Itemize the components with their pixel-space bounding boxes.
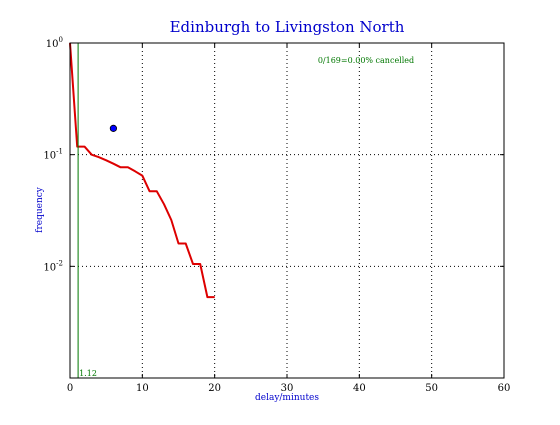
y-tick-base: 10 bbox=[46, 39, 59, 50]
mean-delay-label: 1.12 bbox=[79, 369, 97, 378]
x-tick-label: 20 bbox=[208, 383, 221, 394]
x-tick-label: 10 bbox=[136, 383, 149, 394]
y-axis-label: frequency bbox=[35, 186, 45, 233]
y-tick-exponent: 0 bbox=[59, 36, 63, 44]
data-layer: 1.12 bbox=[69, 42, 215, 378]
x-tick-label: 0 bbox=[67, 383, 73, 394]
x-tick-label: 30 bbox=[281, 383, 294, 394]
cancelled-annotation: 0/169=0.00% cancelled bbox=[318, 56, 414, 65]
x-tick-label: 60 bbox=[498, 383, 511, 394]
chart-title: Edinburgh to Livingston North bbox=[170, 18, 405, 36]
y-tick-label: 100 bbox=[46, 36, 63, 50]
y-tick-base: 10 bbox=[43, 262, 56, 273]
grid-layer bbox=[70, 43, 504, 378]
delay-frequency-line bbox=[69, 42, 215, 299]
y-tick-label: 10-2 bbox=[43, 259, 63, 273]
y-tick-exponent: -2 bbox=[56, 259, 63, 267]
y-tick-label: 10-1 bbox=[43, 148, 63, 162]
x-tick-label: 50 bbox=[425, 383, 438, 394]
x-tick-label: 40 bbox=[353, 383, 366, 394]
x-axis-label: delay/minutes bbox=[255, 393, 319, 403]
y-tick-base: 10 bbox=[43, 151, 56, 162]
y-tick-exponent: -1 bbox=[56, 148, 63, 156]
data-point bbox=[109, 124, 118, 132]
